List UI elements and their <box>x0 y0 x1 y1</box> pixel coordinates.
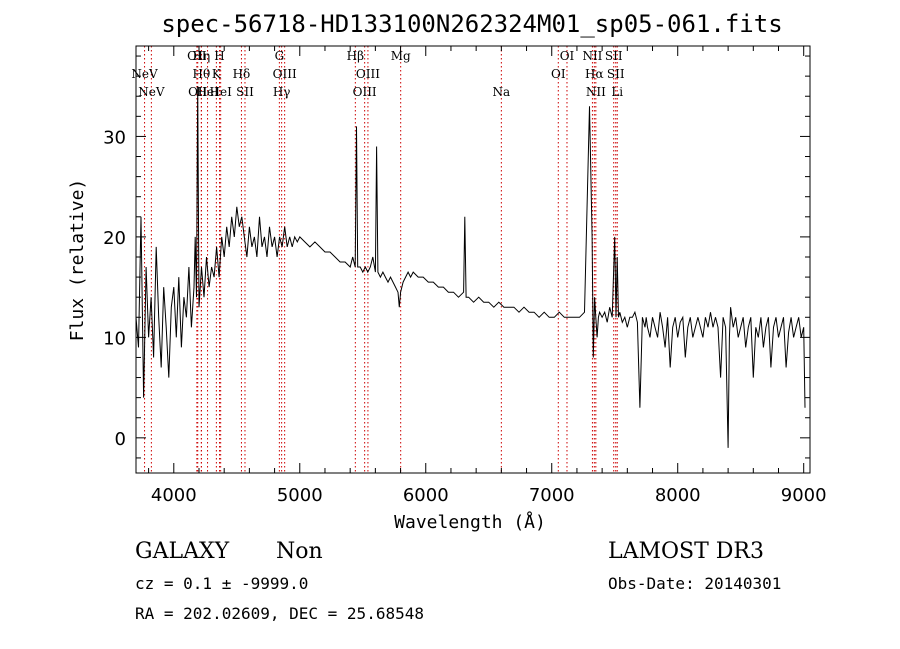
x-tick-label: 6000 <box>403 485 449 506</box>
x-axis: 4000 5000 6000 7000 8000 9000 <box>148 46 827 506</box>
plot-frame <box>135 45 811 474</box>
line-label: OIII <box>353 85 377 99</box>
line-label: H <box>214 49 224 63</box>
x-tick-label: 5000 <box>277 485 323 506</box>
x-tick-label: 4000 <box>151 485 197 506</box>
x-tick-label: 9000 <box>781 485 827 506</box>
line-label: Hβ <box>347 49 364 63</box>
line-label: HeI <box>210 85 233 99</box>
line-label: OII <box>187 49 207 63</box>
line-label: OI <box>560 49 575 63</box>
line-label: Hγ <box>273 85 291 99</box>
emission-line-labels: NeVNeVOIIOIIHηHθHeIHKHeIHδSIIGOIIIHγHβOI… <box>131 49 624 99</box>
line-label: SII <box>607 67 625 81</box>
object-class: GALAXY <box>135 539 230 564</box>
line-label: Hθ <box>193 67 211 81</box>
obs-date-text: Obs-Date: 20140301 <box>608 574 781 593</box>
line-label: OIII <box>356 67 380 81</box>
redshift-text: cz = 0.1 ± -9999.0 <box>135 574 308 593</box>
x-axis-label: Wavelength (Å) <box>394 511 546 533</box>
coordinates-text: RA = 202.02609, DEC = 25.68548 <box>135 604 424 623</box>
line-label: SII <box>236 85 254 99</box>
line-label: Hα <box>585 67 604 81</box>
line-label: OI <box>551 67 566 81</box>
line-label: HeI <box>196 85 219 99</box>
line-label: G <box>275 49 285 63</box>
line-label: SII <box>605 49 623 63</box>
line-label: K <box>212 67 222 81</box>
line-label: NII <box>582 49 602 63</box>
y-axis-label: Flux (relative) <box>67 179 88 342</box>
object-subclass: Non <box>276 539 323 564</box>
y-tick-label: 30 <box>103 127 126 148</box>
line-label: NII <box>586 85 606 99</box>
chart-title: spec-56718-HD133100N262324M01_sp05-061.f… <box>161 10 782 38</box>
line-label: Mg <box>391 49 411 63</box>
line-label: NeV <box>138 85 165 99</box>
x-tick-label: 7000 <box>529 485 575 506</box>
line-label: Na <box>493 85 511 99</box>
survey-name: LAMOST DR3 <box>608 539 764 564</box>
y-tick-label: 20 <box>103 228 126 249</box>
line-label: Hδ <box>233 67 251 81</box>
line-label: Hη <box>193 49 211 63</box>
spectrum-line <box>135 86 806 448</box>
y-tick-label: 10 <box>103 328 126 349</box>
line-label: NeV <box>131 67 158 81</box>
y-axis: 0 10 20 30 <box>103 55 810 459</box>
x-tick-label: 8000 <box>655 485 701 506</box>
line-label: Li <box>611 85 623 99</box>
y-tick-label: 0 <box>115 429 126 450</box>
line-label: OIII <box>273 67 297 81</box>
